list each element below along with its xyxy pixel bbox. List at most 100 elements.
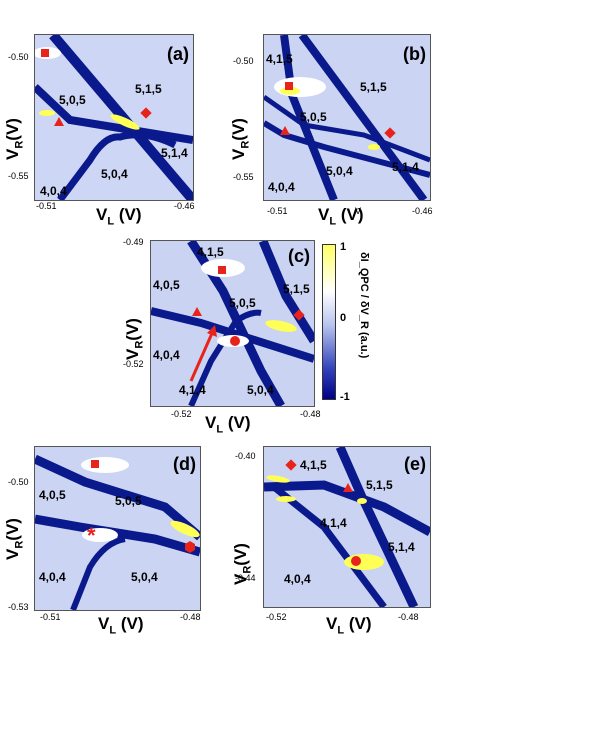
y-axis-label: VR(V) <box>3 518 26 560</box>
state-label: 5,0,4 <box>131 570 158 584</box>
triangle-marker <box>343 483 353 492</box>
state-label: 5,1,5 <box>135 82 162 96</box>
y-tick: -0.55 <box>233 172 254 182</box>
transition-line <box>188 309 262 406</box>
transition-line <box>335 447 419 607</box>
state-label: 5,0,4 <box>101 167 128 181</box>
panel-label: (e) <box>404 454 426 474</box>
arrow-head <box>207 325 217 337</box>
state-label: 4,0,5 <box>153 278 180 292</box>
y-tick: -0.50 <box>233 56 254 66</box>
x-tick: -0.52 <box>266 612 287 622</box>
y-tick: -0.50 <box>8 477 29 487</box>
y-axis-label: VR(V) <box>3 118 26 160</box>
y-axis-label: VR(V) <box>229 118 252 160</box>
panel-label: (a) <box>167 44 189 64</box>
x-axis-label: VL (V) <box>205 413 251 436</box>
circle-marker <box>230 336 240 346</box>
state-label: 5,0,4 <box>326 164 353 178</box>
x-tick: -0.48 <box>300 409 321 419</box>
state-label: 5,0,5 <box>229 296 256 310</box>
hotspot <box>276 496 296 502</box>
state-label: 5,1,4 <box>161 146 188 160</box>
state-label: 5,1,4 <box>392 160 419 174</box>
hotspot <box>81 457 129 473</box>
y-tick: -0.49 <box>123 237 144 247</box>
panel-c-map <box>151 241 314 406</box>
transition-line <box>258 241 314 344</box>
y-tick: -0.44 <box>235 573 256 583</box>
square-marker <box>41 49 49 57</box>
state-label: 4,1,5 <box>266 52 293 66</box>
state-label: 5,1,5 <box>366 478 393 492</box>
x-tick: -0.46 <box>174 201 195 211</box>
panel-label: (c) <box>288 246 310 266</box>
panel-label: (b) <box>403 44 426 64</box>
transition-line <box>264 120 430 178</box>
colorbar <box>322 244 336 400</box>
square-marker <box>218 266 226 274</box>
hotspot <box>265 320 297 332</box>
state-label: 4,1,4 <box>320 516 347 530</box>
state-label: 4,1,5 <box>300 458 327 472</box>
square-marker <box>285 82 293 90</box>
x-tick: -0.46 <box>412 206 433 216</box>
y-tick: -0.50 <box>8 52 29 62</box>
hotspot <box>82 528 118 542</box>
state-label: 4,0,4 <box>40 184 67 198</box>
transition-line <box>57 131 177 200</box>
state-label: 4,0,4 <box>153 348 180 362</box>
diamond-marker <box>140 107 152 119</box>
x-tick: -0.52 <box>171 409 192 419</box>
diamond-marker <box>285 459 297 471</box>
state-label: 5,0,5 <box>59 93 86 107</box>
state-label: 4,0,4 <box>284 572 311 586</box>
hotspot <box>110 114 140 130</box>
state-label: 5,0,5 <box>115 494 142 508</box>
colorbar-min: -1 <box>340 391 350 403</box>
state-label: 4,1,5 <box>197 245 224 259</box>
y-tick: -0.53 <box>8 602 29 612</box>
panel-b-map <box>264 35 430 200</box>
state-label: 5,1,4 <box>388 540 415 554</box>
state-label: 4,1,4 <box>179 383 206 397</box>
state-label: 5,1,5 <box>283 282 310 296</box>
panel-label: (d) <box>173 454 196 474</box>
arrow-line <box>189 330 215 382</box>
hotspot <box>274 77 326 97</box>
state-label: 5,1,5 <box>360 80 387 94</box>
star-marker: * <box>87 523 96 548</box>
x-axis-label: VL (V) <box>318 205 364 228</box>
transition-line <box>70 536 126 610</box>
panel-e-map <box>264 447 430 607</box>
x-axis-label: VL (V) <box>326 614 372 637</box>
transition-line <box>298 35 428 200</box>
hotspot <box>357 498 367 504</box>
square-marker <box>91 460 99 468</box>
hexagon-marker <box>185 541 195 553</box>
panel-c: (c) 4,1,5 4,0,5 5,0,5 5,1,5 4,0,4 4,1,4 … <box>150 240 315 407</box>
x-tick: -0.48 <box>180 612 201 622</box>
hotspot <box>39 110 55 116</box>
y-axis-label: VR(V) <box>231 543 254 585</box>
state-label: 5,0,5 <box>300 110 327 124</box>
triangle-marker <box>280 126 290 135</box>
triangle-marker <box>54 117 64 126</box>
y-tick: -0.52 <box>123 359 144 369</box>
panel-d: * (d) 4,0,5 5,0,5 4,0,4 5,0,4 <box>34 446 201 611</box>
x-tick: -0.51 <box>267 206 288 216</box>
y-tick: -0.40 <box>235 451 256 461</box>
triangle-marker <box>192 307 202 316</box>
panel-b: (b) 4,1,5 5,1,5 5,0,5 5,0,4 5,1,4 4,0,4 <box>263 34 431 201</box>
x-tick: -0.48 <box>398 612 419 622</box>
colorbar-title: δI_QPC / δV_R (a.u.) <box>358 252 370 359</box>
colorbar-mid: 0 <box>340 312 347 324</box>
panel-a: (a) 5,0,5 5,1,5 5,1,4 5,0,4 4,0,4 <box>34 34 194 201</box>
state-label: 5,0,4 <box>247 383 274 397</box>
hotspot <box>344 554 384 570</box>
x-tick: V <box>355 206 362 216</box>
x-tick: -0.51 <box>36 201 57 211</box>
transition-line <box>151 307 314 363</box>
hotspot <box>266 475 290 483</box>
panel-d-map: * <box>35 454 200 610</box>
